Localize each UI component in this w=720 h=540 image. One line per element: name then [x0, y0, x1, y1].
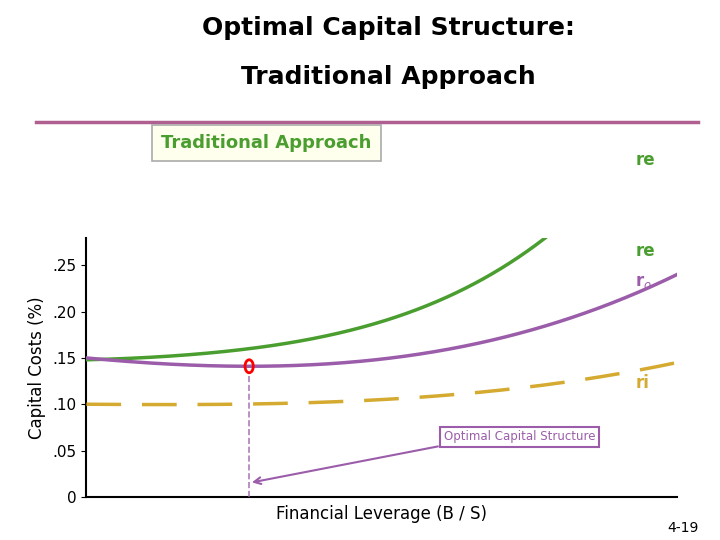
Text: ri: ri: [636, 374, 649, 392]
Text: Traditional Approach: Traditional Approach: [241, 65, 536, 89]
Text: 4-19: 4-19: [667, 521, 698, 535]
Text: Optimal Capital Structure: Optimal Capital Structure: [444, 430, 595, 443]
Text: re: re: [636, 151, 655, 170]
Y-axis label: Capital Costs (%): Capital Costs (%): [27, 296, 45, 438]
Text: Traditional Approach: Traditional Approach: [161, 134, 372, 152]
Text: re: re: [636, 242, 655, 260]
Text: Optimal Capital Structure:: Optimal Capital Structure:: [202, 16, 575, 40]
Text: r$_o$: r$_o$: [636, 273, 652, 291]
X-axis label: Financial Leverage (B / S): Financial Leverage (B / S): [276, 505, 487, 523]
